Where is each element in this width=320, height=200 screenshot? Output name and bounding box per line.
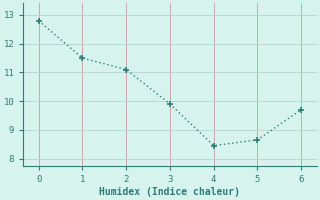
- X-axis label: Humidex (Indice chaleur): Humidex (Indice chaleur): [100, 186, 240, 197]
